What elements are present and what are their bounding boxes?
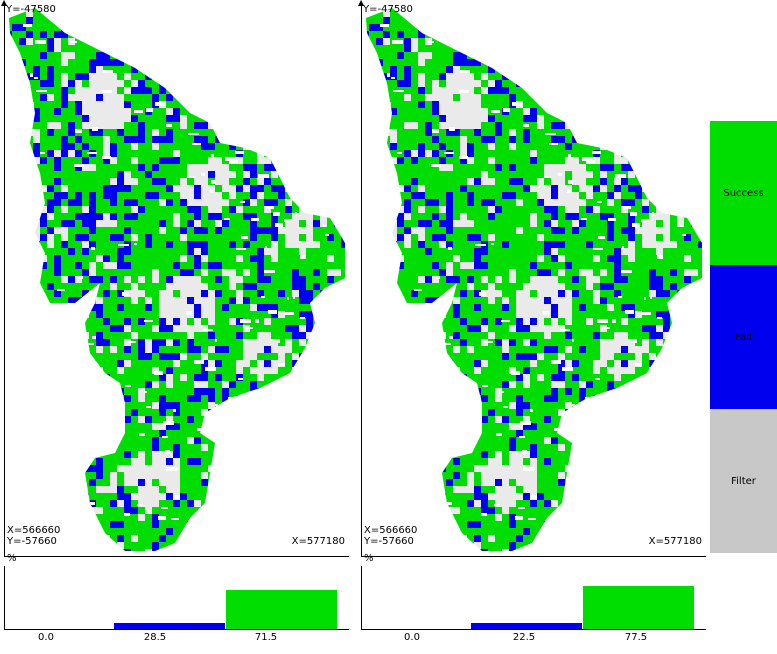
percent-axis-label: % xyxy=(7,553,17,564)
histogram-bar-fail xyxy=(114,623,225,629)
map-panel-left: ▲ Y=-47580 X=566660 Y=-57660 X=577180 xyxy=(1,0,349,557)
histogram-right: % xyxy=(361,554,706,630)
map-top-coordinate: Y=-47580 xyxy=(363,4,413,15)
y-axis-arrow-icon: ▲ xyxy=(358,0,365,7)
map-xmax-coordinate: X=577180 xyxy=(648,536,702,547)
hist-right-fail-label: 22.5 xyxy=(512,632,536,643)
hist-left-fail-label: 28.5 xyxy=(143,632,167,643)
map-xmax-coordinate: X=577180 xyxy=(291,536,345,547)
y-axis-arrow-icon: ▲ xyxy=(1,0,8,7)
origin-y: Y=-57660 xyxy=(364,536,414,547)
hist-right-success-label: 77.5 xyxy=(624,632,648,643)
legend-fail: Fail xyxy=(710,265,777,409)
map-origin-coordinate: X=566660 Y=-57660 xyxy=(364,525,417,547)
legend-success: Success xyxy=(710,121,777,265)
legend-success-label: Success xyxy=(723,187,764,199)
histogram-bar-success xyxy=(583,586,694,629)
percent-axis-label: % xyxy=(364,553,374,564)
map-panel-right: ▲ Y=-47580 X=566660 Y=-57660 X=577180 xyxy=(358,0,706,557)
hist-right-filter-label: 0.0 xyxy=(404,632,420,643)
histogram-bar-fail xyxy=(471,623,582,629)
histogram-left: % xyxy=(4,554,349,630)
origin-y: Y=-57660 xyxy=(7,536,57,547)
origin-x: X=566660 xyxy=(7,525,61,536)
hist-left-filter-label: 0.0 xyxy=(38,632,54,643)
map-canvas-left xyxy=(9,8,345,551)
map-canvas-right xyxy=(366,8,702,551)
origin-x: X=566660 xyxy=(364,525,418,536)
map-origin-coordinate: X=566660 Y=-57660 xyxy=(7,525,60,547)
legend-filter: Filter xyxy=(710,409,777,553)
histogram-bar-success xyxy=(226,589,337,629)
map-top-coordinate: Y=-47580 xyxy=(6,4,56,15)
legend-filter-label: Filter xyxy=(731,475,756,487)
hist-left-success-label: 71.5 xyxy=(254,632,278,643)
legend-fail-label: Fail xyxy=(735,331,752,343)
